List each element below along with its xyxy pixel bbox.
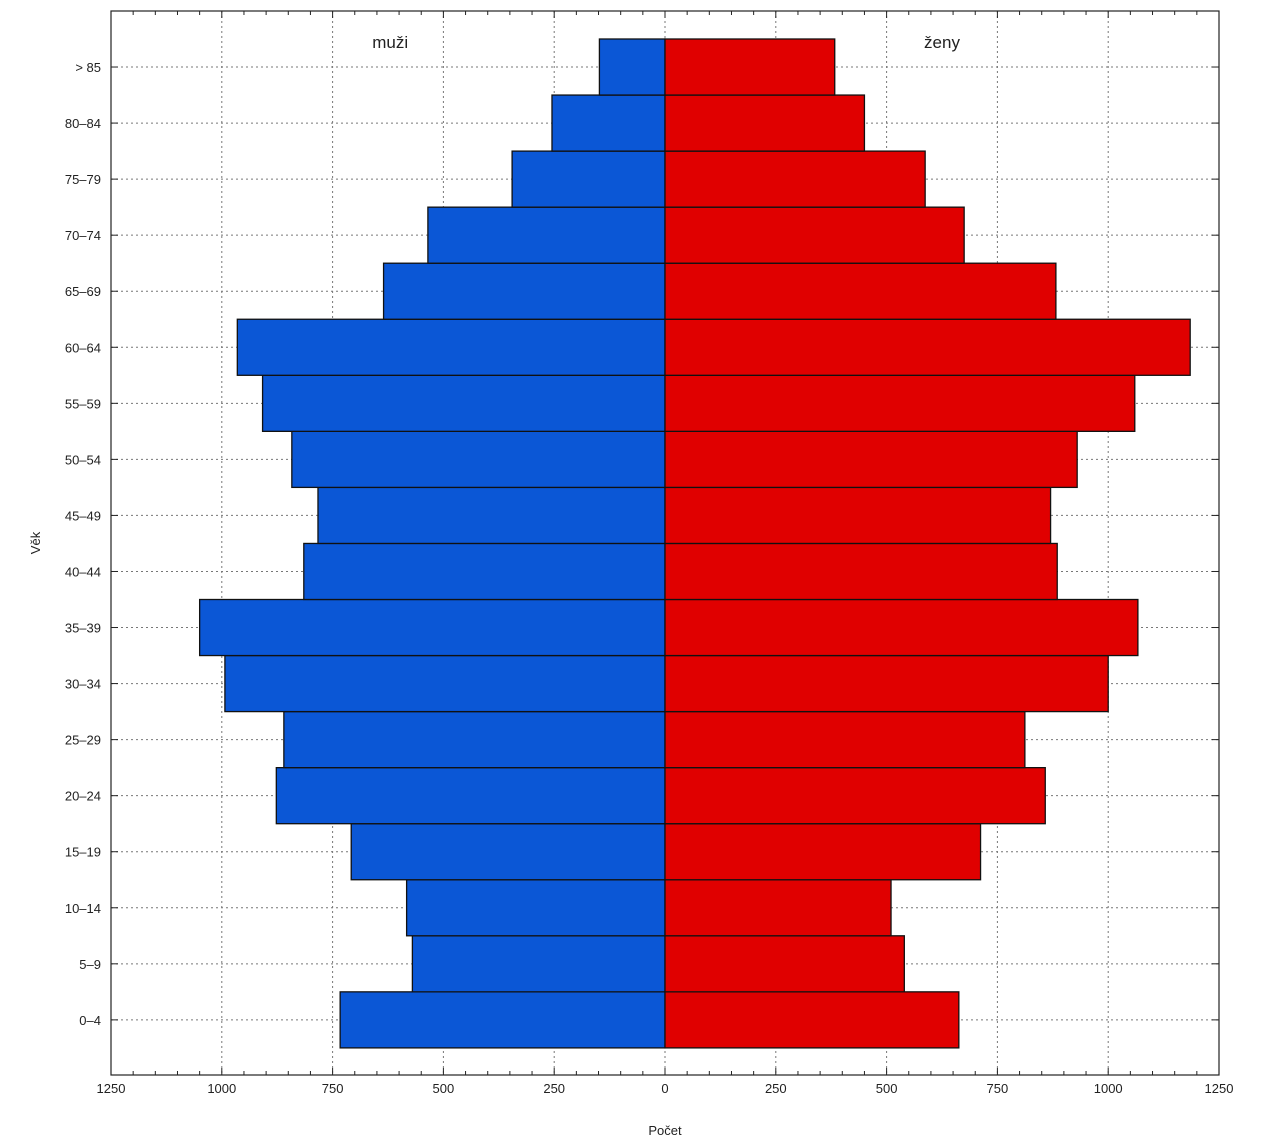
bar-right-0	[664, 991, 960, 1049]
y-tick-label: 0–4	[79, 1013, 101, 1028]
bar-left-2	[405, 879, 666, 937]
bar-right-15	[664, 150, 926, 208]
x-axis-title: Počet	[648, 1123, 682, 1138]
y-tick-label: 35–39	[65, 621, 101, 636]
x-tick-label: 500	[876, 1081, 898, 1096]
bar-right-14	[664, 206, 965, 264]
x-tick-label: 250	[765, 1081, 787, 1096]
y-tick-label: 50–54	[65, 452, 101, 467]
bar-left-1	[411, 935, 666, 993]
y-tick-label: 25–29	[65, 733, 101, 748]
bar-left-13	[382, 262, 666, 320]
x-tick-label: 250	[543, 1081, 565, 1096]
bar-right-11	[664, 374, 1136, 432]
bar-left-7	[198, 598, 666, 657]
y-tick-label: 80–84	[65, 116, 101, 131]
y-tick-label: 5–9	[79, 957, 101, 972]
bar-right-17	[664, 38, 836, 96]
series-label-right: ženy	[924, 33, 960, 52]
y-tick-label: 75–79	[65, 172, 101, 187]
axis-labels: 1250 1000 750 500 250 0 250 500 750 1000 1250 0–4 5–…	[65, 60, 1234, 1096]
bar-right-6	[664, 654, 1109, 713]
y-tick-label: 55–59	[65, 396, 101, 411]
bar-left-10	[291, 430, 666, 489]
y-tick-label: > 85	[75, 60, 101, 75]
x-tick-label: 0	[661, 1081, 668, 1096]
x-tick-label: 1000	[207, 1081, 236, 1096]
bar-left-9	[317, 486, 666, 545]
bar-left-12	[236, 318, 666, 376]
x-tick-label: 500	[433, 1081, 455, 1096]
y-tick-label: 15–19	[65, 845, 101, 860]
x-tick-label: 1000	[1094, 1081, 1123, 1096]
bar-right-10	[664, 430, 1078, 489]
x-tick-label: 1250	[1205, 1081, 1234, 1096]
y-tick-label: 30–34	[65, 677, 101, 692]
y-tick-label: 40–44	[65, 564, 101, 579]
bar-left-11	[261, 374, 666, 432]
bar-left-0	[339, 991, 666, 1049]
bar-left-16	[551, 94, 666, 152]
y-tick-label: 20–24	[65, 789, 101, 804]
x-tick-label: 1250	[97, 1081, 126, 1096]
bar-right-13	[664, 262, 1057, 320]
bar-left-8	[303, 542, 666, 601]
bar-right-9	[664, 486, 1052, 545]
bar-right-2	[664, 879, 892, 937]
x-tick-label: 750	[987, 1081, 1009, 1096]
bar-left-4	[275, 767, 666, 825]
y-axis-title: Věk	[28, 531, 43, 554]
bar-right-8	[664, 542, 1058, 601]
axis-ticks	[110, 11, 1220, 1075]
bar-left-14	[427, 206, 666, 264]
bars	[198, 38, 1191, 1049]
bar-left-3	[350, 823, 666, 881]
bar-left-6	[224, 654, 666, 713]
x-tick-label: 750	[322, 1081, 344, 1096]
bar-right-5	[664, 710, 1026, 769]
bar-right-1	[664, 935, 905, 993]
series-label-left: muži	[372, 33, 408, 52]
y-tick-label: 70–74	[65, 228, 101, 243]
bar-right-7	[664, 598, 1139, 657]
bar-left-5	[283, 710, 666, 769]
bar-right-16	[664, 94, 866, 152]
bar-right-3	[664, 823, 982, 881]
y-tick-label: 45–49	[65, 508, 101, 523]
y-tick-label: 60–64	[65, 340, 101, 355]
y-tick-label: 10–14	[65, 901, 101, 916]
bar-right-4	[664, 767, 1046, 825]
y-tick-label: 65–69	[65, 284, 101, 299]
bar-left-15	[511, 150, 666, 208]
bar-right-12	[664, 318, 1191, 376]
bar-left-17	[598, 38, 666, 96]
